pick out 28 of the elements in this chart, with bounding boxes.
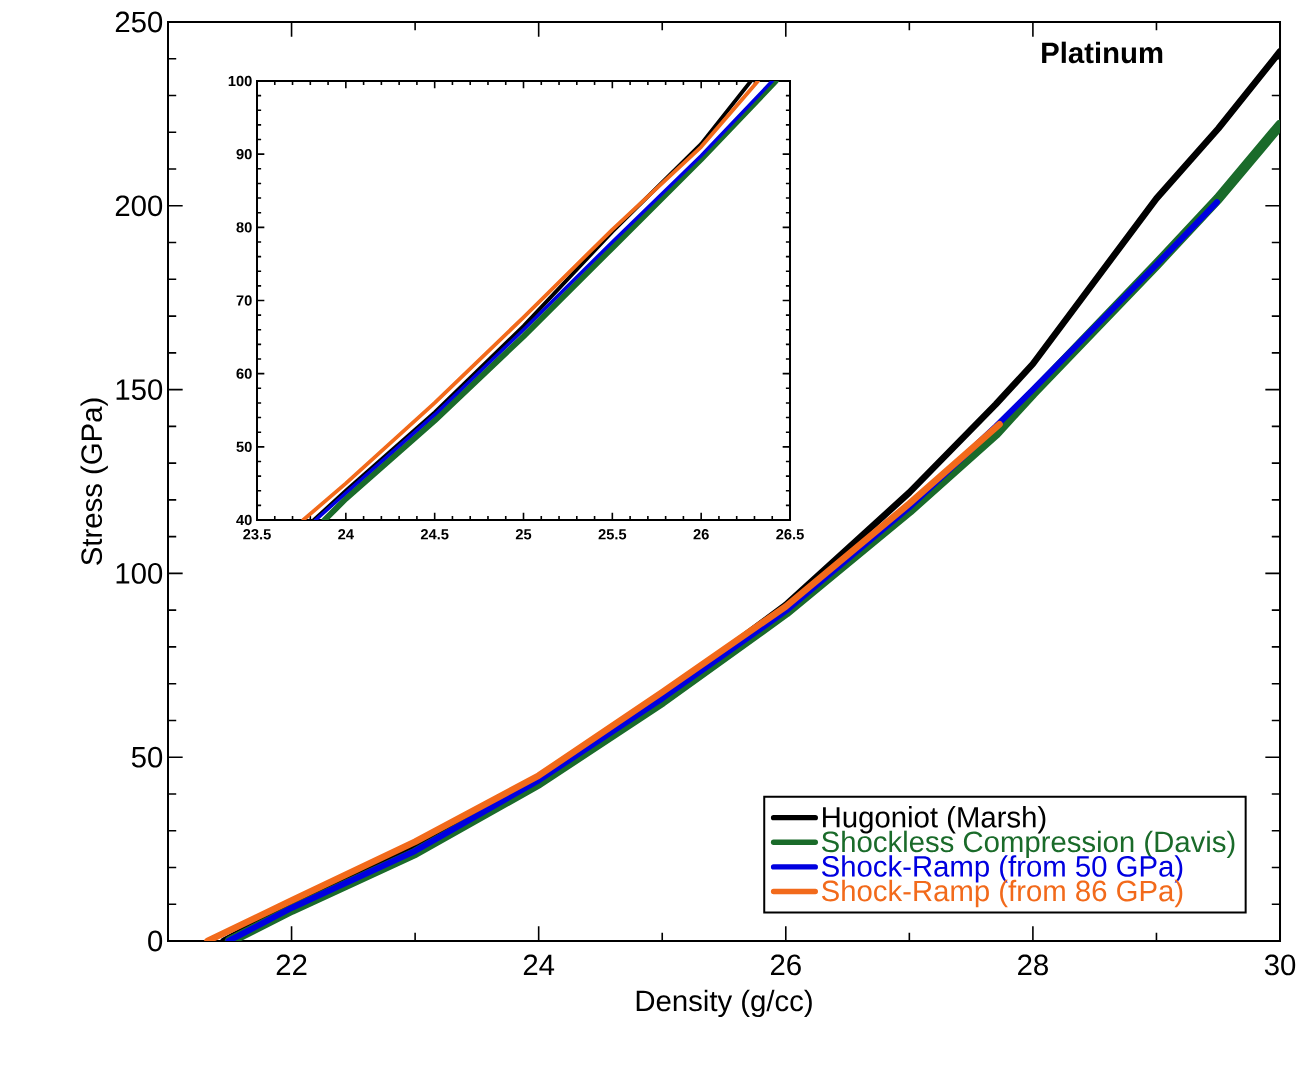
y-tick-label: 70 xyxy=(236,295,252,306)
y-tick-label: 50 xyxy=(236,441,252,453)
x-tick-label: 24 xyxy=(338,529,354,540)
y-tick-label: 150 xyxy=(116,379,163,400)
y-tick-label: 0 xyxy=(148,930,163,952)
text: Platinum xyxy=(1042,41,1163,64)
x-tick-label: 25 xyxy=(515,529,532,540)
y-tick-label: 100 xyxy=(116,563,163,584)
y-tick-label: 90 xyxy=(236,148,252,160)
y-tick-label: 40 xyxy=(236,514,252,526)
y-tick-label: 200 xyxy=(115,195,163,217)
y-tick-label: 50 xyxy=(131,746,163,768)
x-axis-title: Density (g/cc) xyxy=(636,989,812,1018)
y-axis-title: Stress (GPa) xyxy=(80,398,108,565)
x-tick-label: 26.5 xyxy=(776,529,804,540)
x-tick-label: 26 xyxy=(770,954,801,976)
x-tick-label: 22 xyxy=(276,954,307,975)
x-tick-label: 25.5 xyxy=(598,529,627,540)
x-tick-label: 24.5 xyxy=(420,529,449,540)
x-tick-label: 23.5 xyxy=(243,529,271,540)
y-tick-label: 250 xyxy=(115,11,163,33)
x-tick-label: 26 xyxy=(693,529,709,540)
x-tick-label: 30 xyxy=(1264,954,1296,976)
x-tick-label: 28 xyxy=(1018,954,1048,976)
y-tick-label: 60 xyxy=(236,368,252,379)
y-tick-label: 80 xyxy=(236,222,252,233)
x-tick-label: 24 xyxy=(523,954,555,975)
y-tick-label: 100 xyxy=(228,75,252,87)
